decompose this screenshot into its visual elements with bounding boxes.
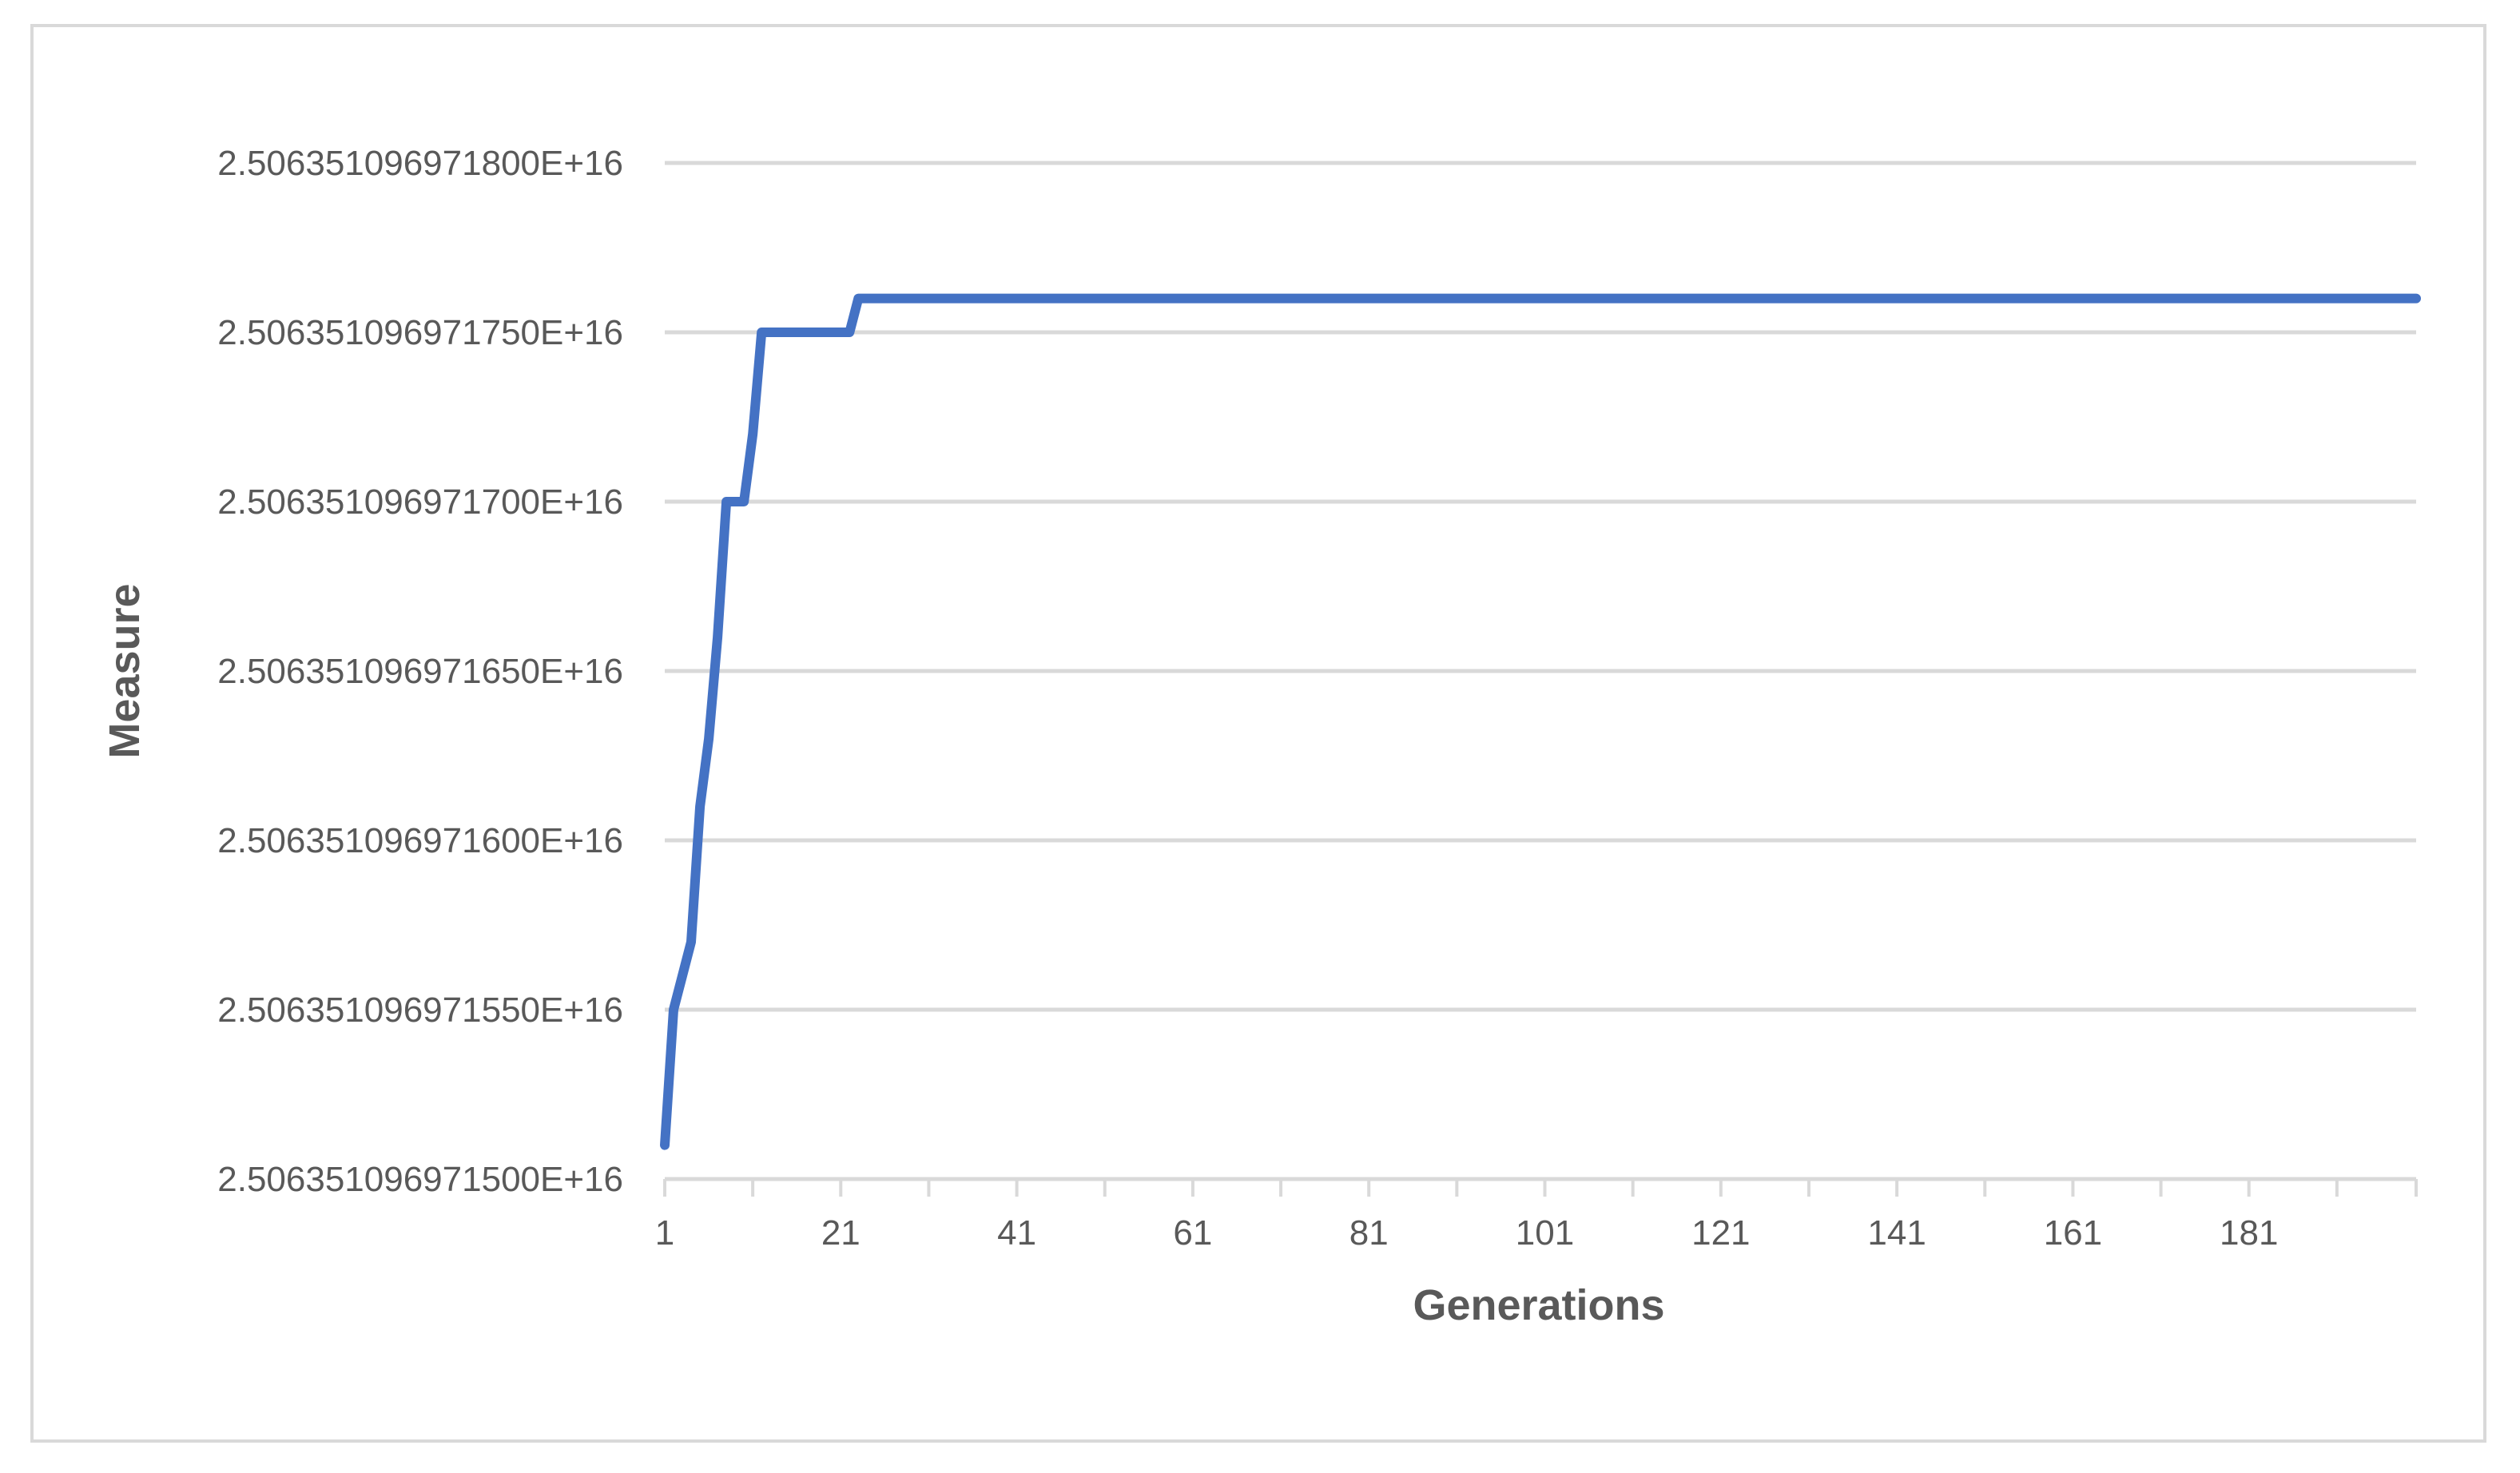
x-tick-label: 81 — [1349, 1213, 1389, 1253]
x-tick-label: 61 — [1173, 1213, 1212, 1253]
y-tick-label: 2.506351096971650E+16 — [217, 652, 623, 691]
y-tick-label: 2.506351096971700E+16 — [217, 482, 623, 522]
series-line — [660, 293, 2421, 1150]
chart-frame — [30, 24, 2486, 1443]
x-tick-label: 121 — [1691, 1213, 1750, 1253]
y-tick-label: 2.506351096971750E+16 — [217, 313, 623, 352]
x-tick-label: 161 — [2044, 1213, 2102, 1253]
y-tick-label: 2.506351096971800E+16 — [217, 144, 623, 183]
y-tick-label: 2.506351096971500E+16 — [217, 1160, 623, 1199]
y-tick-label: 2.506351096971550E+16 — [217, 991, 623, 1030]
y-axis-title: Measure — [101, 583, 149, 758]
y-axis-tick-labels: 2.506351096971800E+16 2.506351096971750E+… — [217, 144, 623, 1199]
x-axis-title: Generations — [1413, 1281, 1664, 1329]
x-tick-label: 1 — [655, 1213, 674, 1253]
y-tick-label: 2.506351096971600E+16 — [217, 821, 623, 860]
x-axis — [663, 1177, 2418, 1197]
x-tick-label: 101 — [1516, 1213, 1574, 1253]
x-tick-label: 41 — [997, 1213, 1036, 1253]
x-tick-label: 21 — [821, 1213, 861, 1253]
series-layer — [660, 293, 2421, 1150]
x-tick-label: 181 — [2220, 1213, 2278, 1253]
x-tick-label: 141 — [1867, 1213, 1926, 1253]
gridlines — [665, 161, 2416, 1012]
x-axis-tick-labels: 1 21 41 61 81 101 121 141 161 181 — [655, 1213, 2279, 1253]
